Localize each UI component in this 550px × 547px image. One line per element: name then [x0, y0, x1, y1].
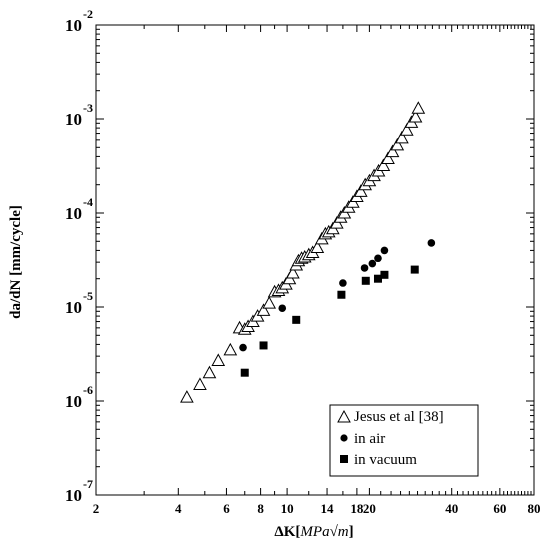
legend-label-air: in air	[354, 431, 385, 447]
legend-triangle-icon	[337, 409, 351, 423]
triangle-data-point	[202, 365, 217, 379]
x-tick-labels: 2 4 6 8 10 14 18 20 40 60 80	[93, 501, 541, 516]
triangle-data-point	[223, 342, 238, 356]
y-tick-label: 10	[65, 298, 82, 317]
triangle-data-point	[376, 158, 391, 172]
legend-label-jesus: Jesus et al [38]	[354, 409, 444, 425]
triangle-data-point	[180, 390, 194, 403]
triangle-data-point	[399, 123, 414, 136]
square-data-point	[240, 368, 249, 377]
y-tick-exponent: -6	[83, 383, 93, 397]
series-0	[180, 101, 426, 403]
triangle-data-point	[211, 353, 226, 366]
circle-data-point	[239, 343, 247, 352]
axis-ticks	[95, 24, 535, 496]
x-tick-label: 14	[321, 501, 335, 516]
legend-box	[329, 404, 479, 477]
circle-data-point	[339, 279, 347, 287]
series-2	[240, 265, 419, 377]
y-tick-labels: 10-710-610-510-410-310-2	[65, 7, 93, 505]
y-axis-title: da/dN [mm/cycle]	[8, 205, 24, 319]
x-axis-title-suffix: ]	[349, 524, 354, 540]
square-data-point	[361, 276, 370, 285]
x-tick-label: 60	[493, 501, 506, 516]
y-tick-exponent: -4	[83, 195, 93, 209]
square-data-point	[259, 341, 268, 350]
x-tick-label: 80	[528, 501, 541, 516]
y-tick-label: 10	[65, 486, 82, 505]
triangle-data-point	[310, 240, 325, 253]
x-tick-label: 10	[281, 501, 294, 516]
square-data-point	[410, 265, 419, 274]
y-tick-label: 10	[65, 392, 82, 411]
x-tick-label: 2	[93, 501, 100, 516]
square-data-point	[380, 270, 389, 279]
data-marks	[180, 101, 436, 403]
square-data-point	[292, 315, 301, 324]
x-axis-title-prefix: ΔK[	[274, 524, 300, 540]
triangle-data-point	[381, 151, 395, 165]
x-tick-label: 8	[257, 501, 264, 516]
y-tick-exponent: -5	[83, 289, 93, 303]
legend-circle-icon	[340, 434, 348, 442]
x-tick-label: 6	[223, 501, 230, 516]
triangle-data-point	[193, 377, 207, 390]
legend: Jesus et al [38] in air in vacuum	[329, 404, 479, 477]
square-data-point	[373, 274, 382, 283]
triangle-data-point	[411, 101, 426, 114]
square-data-point	[337, 290, 346, 299]
x-axis-title-unit: MPa√m	[299, 524, 348, 540]
series-1	[239, 239, 436, 352]
x-axis-title: ΔK[MPa√m]	[274, 524, 353, 540]
legend-label-vacuum: in vacuum	[354, 452, 417, 468]
x-tick-label: 20	[363, 501, 376, 516]
triangle-data-point	[395, 130, 409, 144]
x-tick-label: 4	[175, 501, 182, 516]
legend-square-icon	[340, 455, 348, 463]
triangle-data-point	[256, 303, 271, 316]
circle-data-point	[380, 246, 389, 255]
circle-data-point	[427, 239, 436, 247]
x-tick-label: 40	[445, 501, 458, 516]
circle-data-point	[368, 259, 377, 268]
y-tick-exponent: -7	[83, 477, 93, 491]
circle-data-point	[374, 254, 382, 263]
circle-data-point	[278, 304, 287, 313]
y-tick-label: 10	[65, 204, 82, 223]
x-tick-label: 18	[350, 501, 364, 516]
y-tick-exponent: -3	[83, 101, 93, 115]
triangle-data-point	[385, 144, 400, 158]
triangle-data-point	[286, 265, 300, 279]
triangle-data-point	[408, 109, 423, 123]
triangle-data-point	[262, 296, 277, 309]
y-tick-label: 10	[65, 110, 82, 129]
plot-frame	[95, 24, 535, 496]
triangle-data-point	[390, 137, 405, 151]
triangle-data-point	[353, 184, 368, 197]
y-tick-exponent: -2	[83, 7, 93, 21]
circle-data-point	[360, 264, 369, 272]
y-tick-label: 10	[65, 16, 82, 35]
